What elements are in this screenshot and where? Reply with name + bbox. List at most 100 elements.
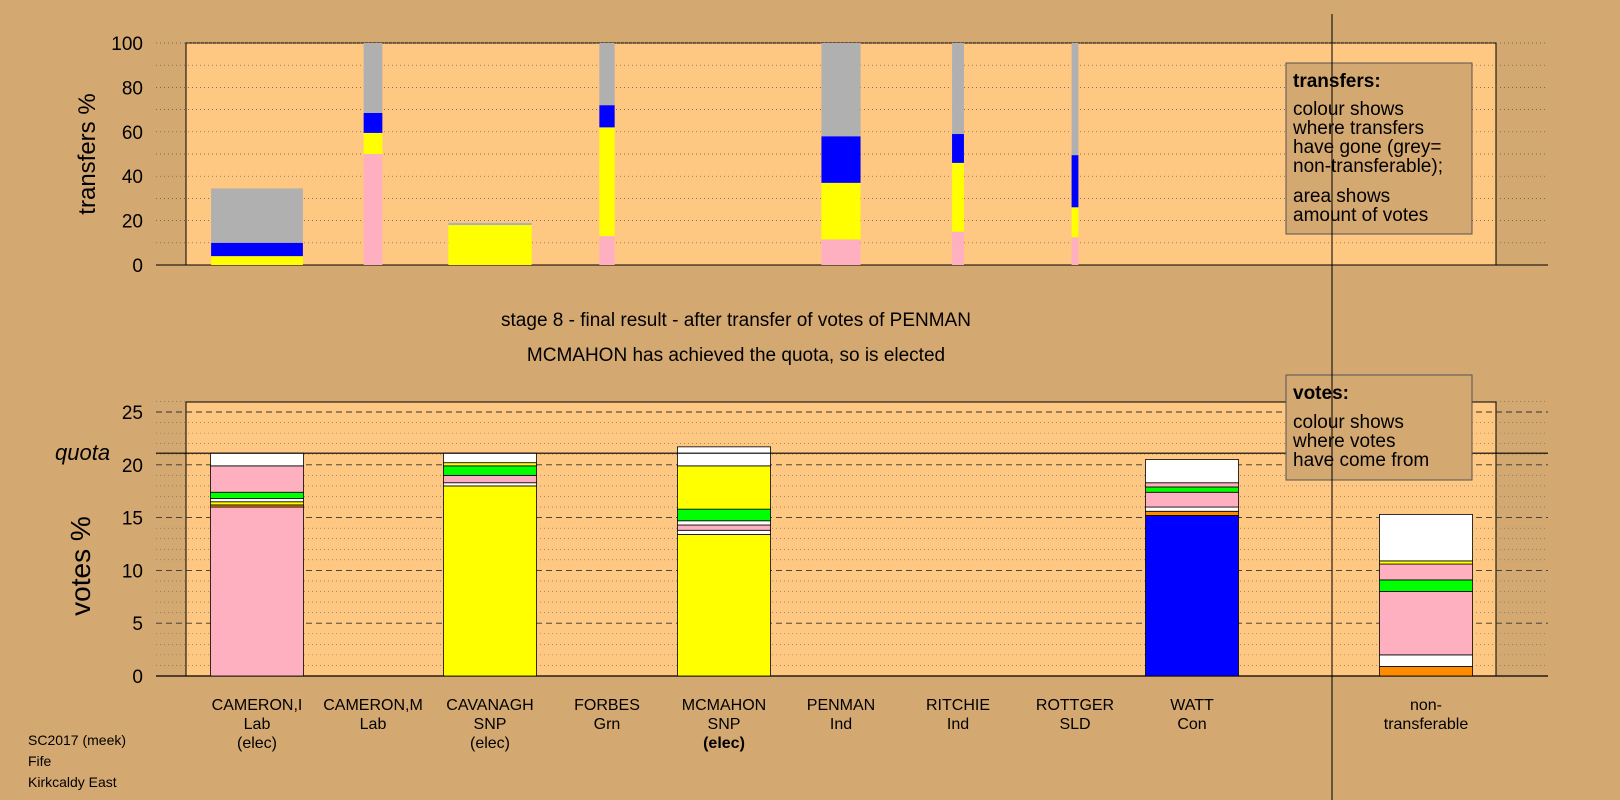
- candidate-party-label: transferable: [1384, 716, 1469, 733]
- candidate-name-label: ROTTGER: [1036, 697, 1114, 714]
- candidate-party-label: SNP: [708, 716, 741, 733]
- transfer-segment: [363, 154, 383, 265]
- vote-segment: [443, 485, 537, 677]
- vote-segment: [1145, 506, 1239, 512]
- vote-segment: [210, 501, 304, 506]
- vote-segment: [210, 465, 304, 493]
- transfer-segment: [952, 162, 964, 232]
- candidate-name-label: CAMERON,M: [323, 697, 423, 714]
- candidate-name-label: MCMAHON: [682, 697, 766, 714]
- votes-panel: 0 5 10 15 20 25 CAMERON,I Lab (elec) CAMERON,M La…: [55, 374, 1548, 752]
- candidate-name-label: CAVANAGH: [446, 697, 533, 714]
- transfers-y-ticks: 0 20 40 60 80 100: [111, 34, 143, 277]
- footer-election: SC2017 (meek): [28, 732, 126, 748]
- votes-y-axis-label: votes %: [65, 516, 96, 616]
- vote-segment: [1145, 515, 1239, 677]
- transfer-segment: [363, 112, 383, 133]
- transfer-segment: [448, 222, 532, 226]
- vote-segment: [1145, 459, 1239, 484]
- votes-y-ticks: 0 5 10 15 20 25: [122, 403, 143, 688]
- transfers-y-tick-label: 40: [122, 167, 143, 188]
- transfer-segment: [821, 43, 861, 137]
- transfers-legend-line: have gone (grey=: [1293, 137, 1441, 158]
- candidate-name-label: non-: [1410, 697, 1442, 714]
- vote-segment: [210, 452, 304, 467]
- vote-segment: [210, 498, 304, 503]
- transfer-segment: [952, 134, 964, 163]
- transfers-y-tick-label: 0: [132, 256, 143, 277]
- vote-segment: [1145, 482, 1239, 488]
- transfer-segment: [363, 132, 383, 154]
- transfer-segment: [599, 43, 615, 106]
- quota-label: quota: [55, 440, 110, 465]
- vote-segment: [1379, 514, 1473, 562]
- vote-segment: [677, 529, 771, 535]
- transfer-segment: [952, 43, 964, 135]
- candidate-party-label: Lab: [360, 716, 387, 733]
- candidate-name-label: RITCHIE: [926, 697, 990, 714]
- transfers-y-tick-label: 80: [122, 78, 143, 99]
- transfers-legend-line: area shows: [1293, 186, 1390, 207]
- votes-x-category-labels: CAMERON,I Lab (elec) CAMERON,M Lab CAVANAGH SN…: [212, 697, 1469, 752]
- vote-segment: [1379, 563, 1473, 581]
- transfers-bars: [211, 43, 1079, 265]
- transfer-segment: [211, 242, 303, 257]
- footer-ward: Kirkcaldy East: [28, 774, 117, 790]
- transfers-legend-line: where transfers: [1292, 118, 1424, 139]
- votes-legend-title: votes:: [1293, 383, 1349, 404]
- vote-segment: [210, 491, 304, 499]
- transfers-legend-line: colour shows: [1293, 99, 1404, 120]
- vote-segment: [1379, 560, 1473, 565]
- vote-segment: [1379, 654, 1473, 667]
- vote-segment: [1145, 491, 1239, 508]
- candidate-party-label: SLD: [1059, 716, 1090, 733]
- votes-legend-line: have come from: [1293, 450, 1429, 471]
- vote-segment: [677, 465, 771, 510]
- transfer-segment: [1071, 207, 1079, 238]
- vote-segment: [677, 524, 771, 531]
- transfers-legend-line: amount of votes: [1293, 205, 1428, 226]
- vote-segment: [443, 482, 537, 487]
- transfers-legend-box: [1285, 62, 1473, 235]
- transfers-legend-line: non-transferable);: [1293, 156, 1443, 177]
- candidate-status-label: (elec): [703, 735, 745, 752]
- candidate-party-label: Ind: [947, 716, 969, 733]
- votes-legend-line: where votes: [1292, 431, 1395, 452]
- transfer-segment: [599, 105, 615, 128]
- transfer-segment: [1071, 43, 1079, 156]
- transfer-segment: [599, 127, 615, 237]
- vote-segment: [1145, 486, 1239, 493]
- vote-segment: [443, 462, 537, 467]
- votes-legend: votes: colour shows where votes have com…: [1285, 374, 1473, 481]
- transfer-segment: [211, 256, 303, 265]
- transfer-segment: [211, 188, 303, 243]
- candidate-party-label: SNP: [474, 716, 507, 733]
- transfer-segment: [1071, 237, 1079, 265]
- transfers-legend: transfers: colour shows where transfers …: [1285, 62, 1473, 235]
- votes-y-tick-label: 20: [122, 456, 143, 477]
- votes-y-tick-label: 25: [122, 403, 143, 424]
- vote-segment: [677, 520, 771, 526]
- transfers-legend-title: transfers:: [1293, 71, 1381, 92]
- candidate-status-label: (elec): [470, 735, 510, 752]
- transfer-segment: [952, 231, 964, 265]
- transfers-y-tick-label: 60: [122, 123, 143, 144]
- transfers-y-tick-label: 20: [122, 212, 143, 233]
- votes-y-tick-label: 15: [122, 509, 143, 530]
- candidate-party-label: Con: [1177, 716, 1206, 733]
- vote-segment: [677, 534, 771, 677]
- candidate-name-label: CAMERON,I: [212, 697, 303, 714]
- votes-legend-box: [1285, 374, 1473, 481]
- vote-segment: [210, 506, 304, 677]
- votes-legend-line: colour shows: [1293, 412, 1404, 433]
- stage-caption: stage 8 - final result - after transfer …: [501, 310, 971, 331]
- transfer-segment: [821, 136, 861, 183]
- transfer-segment: [1071, 155, 1079, 208]
- votes-y-tick-label: 10: [122, 561, 143, 582]
- candidate-status-label: (elec): [237, 735, 277, 752]
- candidate-party-label: Ind: [830, 716, 852, 733]
- transfer-segment: [363, 43, 383, 113]
- candidate-party-label: Lab: [244, 716, 271, 733]
- transfer-segment: [448, 225, 532, 265]
